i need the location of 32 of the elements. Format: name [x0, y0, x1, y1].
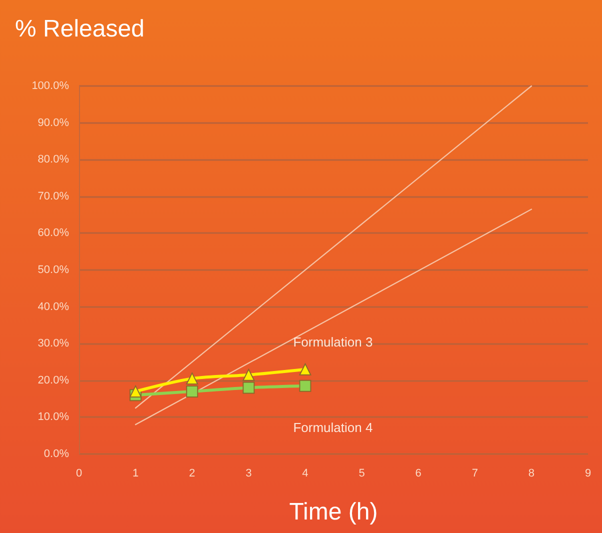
x-tick-label: 4 [302, 468, 308, 480]
x-tick-label: 1 [132, 468, 139, 480]
y-tick-label: 30.0% [38, 338, 70, 350]
point [186, 385, 198, 398]
text: Formulation 4 [293, 420, 373, 435]
x-tick-label: 5 [358, 468, 365, 480]
y-tick-label: 100.0% [32, 80, 70, 92]
y-tick-label: 10.0% [38, 411, 70, 424]
point [186, 372, 198, 385]
x-tick-label: 3 [246, 468, 252, 480]
y-tick-label: 0.0% [44, 448, 70, 460]
x-tick-label: 0 [76, 468, 82, 480]
series-label: Formulation 3 [293, 334, 373, 350]
y-tick-label: 40.0% [38, 300, 70, 313]
x-axis-title: Time (h) [289, 498, 378, 526]
y-tick-label: 50.0% [38, 264, 70, 276]
point [299, 363, 312, 376]
x-tick-label: 6 [415, 468, 422, 480]
chart-title: % Released [15, 16, 144, 42]
x-tick-label: 7 [472, 468, 478, 480]
point [242, 368, 255, 381]
y-tick-label: 70.0% [38, 190, 70, 202]
y-tick-label: 80.0% [38, 154, 70, 166]
y-tick-label: 20.0% [38, 374, 70, 386]
x-tick-label: 8 [528, 468, 535, 480]
x-tick-label: 2 [189, 468, 196, 480]
y-tick-label: 60.0% [38, 227, 70, 240]
y-tick-label: 90.0% [38, 116, 70, 129]
point [130, 385, 142, 398]
point [242, 382, 255, 394]
point [299, 380, 312, 392]
x-tick-label: 9 [584, 468, 592, 480]
